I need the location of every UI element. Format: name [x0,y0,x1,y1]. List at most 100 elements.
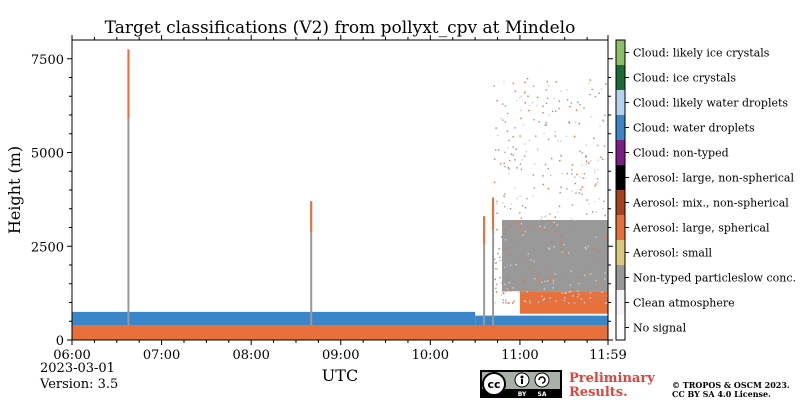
speckle-point [599,125,601,128]
speckle-point [527,253,530,255]
speckle-point [520,289,523,292]
speckle-point [583,273,585,275]
heatmap-layer-2 [475,315,608,325]
speckle-point [541,302,543,304]
speckle-point [545,123,548,126]
colorbar-swatch [616,315,625,340]
speckle-point [576,266,578,268]
speckle-point [528,139,531,142]
speckle-point [570,273,572,275]
colorbar-swatch [616,290,625,315]
speckle-point [524,102,527,104]
speckle-point [526,197,528,200]
speckle-point [503,240,505,242]
speckle-point [563,243,566,246]
speckle-point [524,143,526,145]
speckle-point [542,175,544,177]
speckle-point [591,211,594,213]
speckle-point [580,260,583,262]
speckle-point [545,281,548,283]
speckle-point [542,111,544,114]
speckle-point [537,147,539,150]
speckle-point [547,138,550,141]
speckle-point [552,282,555,284]
speckle-point [583,173,586,175]
colorbar-swatch [616,90,625,115]
speckle-point [518,245,521,247]
speckle-point [535,135,537,137]
speckle-point [600,291,603,293]
speckle-point [590,160,592,162]
colorbar-label: Cloud: water droplets [633,122,755,135]
speckle-point [533,119,535,121]
speckle-point [594,168,596,171]
y-axis-label: Height (m) [5,146,24,234]
speckle-point [583,301,586,304]
speckle-point [534,277,536,280]
speckle-point [572,293,574,295]
speckle-point [512,136,514,138]
preliminary-line1: Preliminary [569,371,655,386]
heatmap-layer-4 [519,291,608,314]
speckle-point [536,291,538,294]
speckle-point [558,205,561,208]
speckle-point [530,259,532,261]
speckle-point [496,134,499,136]
speckle-point [601,302,604,304]
speckle-point [599,249,601,252]
speckle-point [508,139,510,142]
colorbar-swatch [616,240,625,265]
speckle-point [513,300,515,303]
speckle-point [604,298,606,300]
speckle-point [514,187,516,189]
speckle-point [569,105,571,108]
speckle-point [557,140,559,142]
heatmap-layer [72,49,609,340]
speckle-point [548,277,551,280]
speckle-point [543,298,545,301]
speckle-point [494,301,497,304]
copyright-line2: CC BY SA 4.0 License. [672,389,771,399]
speckle-point [526,78,529,80]
speckle-point [590,301,592,304]
colorbar-label: Clean atmosphere [633,297,735,310]
speckle-point [519,270,521,272]
speckle-point [558,107,560,110]
speckle-point [548,114,551,116]
speckle-point [563,295,565,297]
colorbar-swatch [616,215,625,240]
speckle-point [538,274,541,277]
speckle-point [519,278,522,280]
speckle-point [594,247,597,249]
speckle-point [516,197,518,200]
colorbar-swatch [616,165,625,190]
speckle-point [550,157,553,160]
speckle-point [495,127,497,129]
speckle-point [532,296,534,298]
speckle-point [568,302,570,304]
speckle-point [604,288,607,290]
speckle-point [570,297,573,299]
speckle-point [584,293,587,295]
speckle-point [514,269,516,271]
speckle-point [560,186,562,188]
speckle-point [568,228,571,230]
speckle-point [568,121,570,123]
speckle-point [545,224,548,226]
speckle-point [564,278,566,280]
speckle-point [494,278,497,281]
speckle-point [540,218,543,220]
speckle-point [523,92,526,95]
speckle-point [560,302,563,304]
speckle-point [588,83,590,85]
speckle-point [589,292,592,294]
speckle-point [560,299,562,301]
speckle-point [498,148,500,151]
version-label: Version: 3.5 [39,377,118,392]
speckle-point [529,290,532,292]
speckle-point [526,294,529,296]
speckle-point [547,84,550,87]
speckle-point [554,135,557,137]
speckle-point [556,224,559,226]
speckle-point [503,205,506,208]
